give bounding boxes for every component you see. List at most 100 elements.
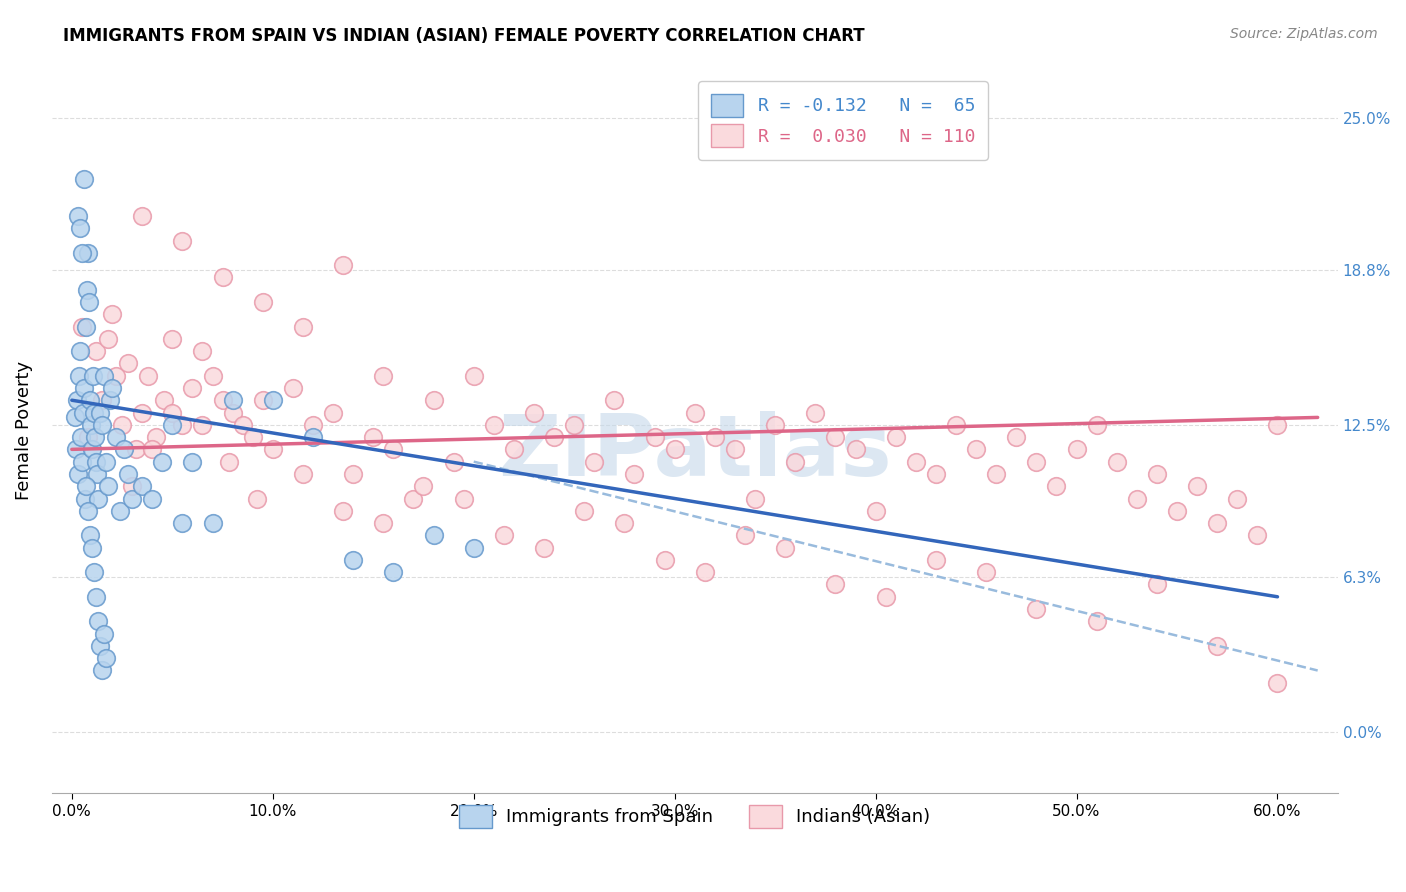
Point — [262, 393, 284, 408]
Point — [1206, 516, 1229, 530]
Point — [125, 442, 148, 457]
Point — [422, 393, 444, 408]
Point — [1105, 455, 1128, 469]
Point — [117, 467, 139, 481]
Point — [72, 405, 94, 419]
Point — [523, 405, 546, 419]
Point — [533, 541, 555, 555]
Point — [342, 553, 364, 567]
Point — [201, 368, 224, 383]
Point — [87, 491, 110, 506]
Point — [382, 565, 405, 579]
Point — [402, 491, 425, 506]
Point — [281, 381, 304, 395]
Point — [221, 405, 243, 419]
Point — [744, 491, 766, 506]
Point — [242, 430, 264, 444]
Point — [232, 417, 254, 432]
Point — [84, 455, 107, 469]
Point — [181, 455, 204, 469]
Text: Source: ZipAtlas.com: Source: ZipAtlas.com — [1230, 27, 1378, 41]
Point — [94, 651, 117, 665]
Point — [131, 479, 153, 493]
Point — [83, 565, 105, 579]
Point — [724, 442, 747, 457]
Point — [453, 491, 475, 506]
Point — [91, 417, 114, 432]
Point — [89, 405, 111, 419]
Point — [84, 430, 107, 444]
Point — [69, 221, 91, 235]
Point — [191, 417, 214, 432]
Point — [70, 430, 93, 444]
Point — [482, 417, 505, 432]
Point — [974, 565, 997, 579]
Point — [613, 516, 636, 530]
Point — [1246, 528, 1268, 542]
Point — [136, 368, 159, 383]
Point — [463, 368, 485, 383]
Point — [252, 393, 274, 408]
Point — [824, 577, 846, 591]
Point — [503, 442, 526, 457]
Point — [105, 368, 128, 383]
Point — [66, 393, 89, 408]
Point — [80, 442, 103, 457]
Point — [875, 590, 897, 604]
Point — [101, 381, 124, 395]
Point — [80, 541, 103, 555]
Point — [884, 430, 907, 444]
Point — [65, 442, 87, 457]
Point — [654, 553, 676, 567]
Point — [332, 504, 354, 518]
Legend: Immigrants from Spain, Indians (Asian): Immigrants from Spain, Indians (Asian) — [451, 797, 938, 835]
Point — [162, 332, 184, 346]
Point — [1126, 491, 1149, 506]
Point — [70, 245, 93, 260]
Point — [945, 417, 967, 432]
Point — [361, 430, 384, 444]
Point — [121, 479, 143, 493]
Point — [201, 516, 224, 530]
Point — [91, 664, 114, 678]
Point — [101, 307, 124, 321]
Point — [172, 516, 194, 530]
Point — [925, 553, 948, 567]
Point — [97, 479, 120, 493]
Point — [80, 417, 103, 432]
Text: ZIPatlas: ZIPatlas — [498, 411, 891, 494]
Point — [93, 368, 115, 383]
Point — [218, 455, 240, 469]
Point — [824, 430, 846, 444]
Point — [1206, 639, 1229, 653]
Point — [66, 209, 89, 223]
Point — [77, 504, 100, 518]
Point — [904, 455, 927, 469]
Point — [763, 417, 786, 432]
Point — [291, 467, 314, 481]
Point — [86, 467, 108, 481]
Point — [70, 319, 93, 334]
Point — [574, 504, 596, 518]
Point — [105, 430, 128, 444]
Point — [785, 455, 807, 469]
Point — [543, 430, 565, 444]
Point — [644, 430, 666, 444]
Point — [302, 430, 325, 444]
Point — [683, 405, 706, 419]
Point — [131, 209, 153, 223]
Text: IMMIGRANTS FROM SPAIN VS INDIAN (ASIAN) FEMALE POVERTY CORRELATION CHART: IMMIGRANTS FROM SPAIN VS INDIAN (ASIAN) … — [63, 27, 865, 45]
Point — [463, 541, 485, 555]
Point — [925, 467, 948, 481]
Point — [1146, 577, 1168, 591]
Point — [703, 430, 725, 444]
Point — [83, 405, 105, 419]
Point — [382, 442, 405, 457]
Point — [84, 590, 107, 604]
Point — [63, 410, 86, 425]
Point — [302, 417, 325, 432]
Point — [191, 344, 214, 359]
Point — [75, 319, 97, 334]
Point — [332, 258, 354, 272]
Point — [1085, 615, 1108, 629]
